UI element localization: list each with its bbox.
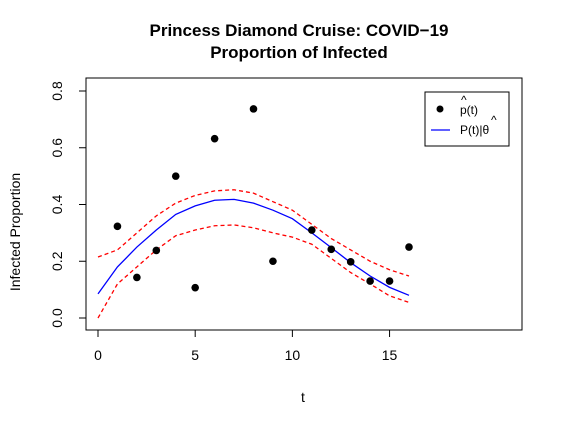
confidence-band-line-2: [97, 189, 410, 277]
fitted-curve-line: [97, 198, 410, 296]
data-point: [249, 105, 258, 113]
series-layer: [97, 105, 413, 319]
x-axis-label: t: [301, 389, 305, 405]
legend-accent-p: ^: [461, 93, 467, 107]
y-axis: 0.0 0.2 0.4 0.6 0.8: [49, 81, 87, 328]
data-point: [133, 273, 141, 282]
x-tick-label: 10: [285, 347, 301, 363]
y-tick-label: 0.4: [49, 195, 65, 215]
data-point: [327, 245, 336, 254]
data-point: [210, 134, 219, 143]
data-point: [191, 283, 199, 292]
y-tick-label: 0.0: [49, 308, 65, 328]
chart-subtitle: Proportion of Infected: [210, 43, 388, 62]
legend-box: [424, 91, 510, 147]
x-axis: 0 5 10 15: [94, 329, 398, 363]
data-point: [308, 226, 316, 234]
legend-point-symbol: [436, 105, 444, 113]
y-tick-label: 0.6: [49, 138, 65, 158]
data-point: [366, 277, 374, 285]
data-point: [269, 257, 277, 266]
data-point: [113, 222, 122, 231]
x-tick-label: 15: [382, 347, 398, 363]
legend-label-P: P(t)|θ: [460, 123, 489, 137]
data-point: [385, 277, 394, 285]
y-axis-label: Infected Proportion: [7, 173, 23, 291]
data-point: [152, 246, 161, 255]
data-point: [171, 172, 180, 180]
y-tick-label: 0.8: [49, 81, 65, 101]
data-point: [346, 258, 355, 266]
legend: p(t) ^ P(t)|θ ^: [424, 91, 510, 147]
x-tick-label: 5: [191, 347, 199, 363]
data-point: [405, 243, 413, 251]
legend-label-p: p(t): [460, 103, 478, 117]
y-tick-label: 0.2: [49, 251, 65, 271]
legend-accent-P: ^: [491, 113, 497, 127]
x-tick-label: 0: [94, 347, 102, 363]
chart-title: Princess Diamond Cruise: COVID−19: [149, 21, 448, 40]
confidence-band-line-3: [97, 224, 410, 319]
